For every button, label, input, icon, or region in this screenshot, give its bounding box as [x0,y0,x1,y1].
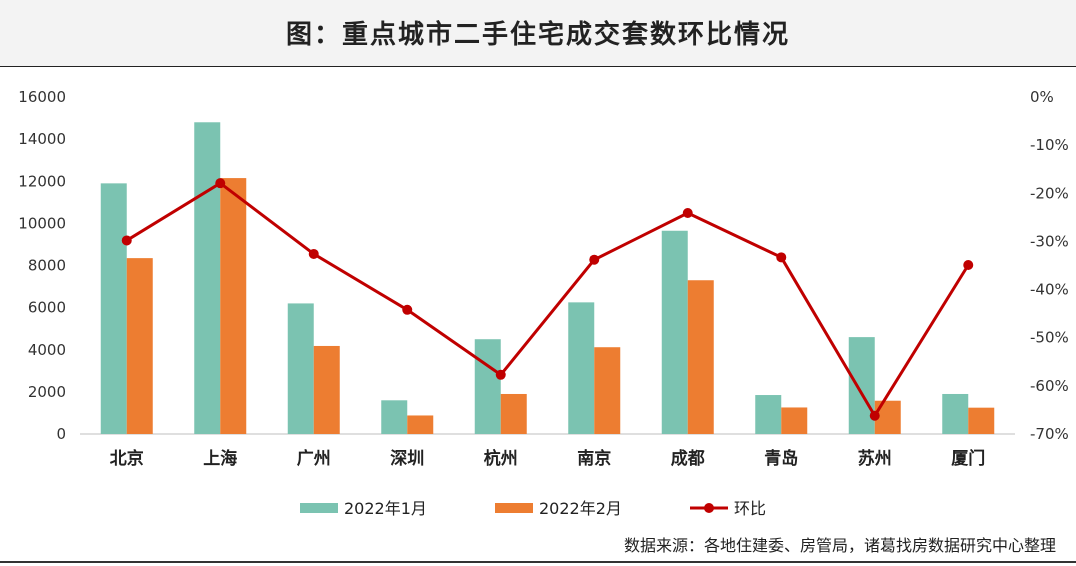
legend-marker [704,503,714,513]
bar-jan-4 [474,339,501,434]
left-tick-label: 6000 [28,299,66,317]
mom-point-7 [776,252,787,263]
bar-feb-6 [687,280,714,434]
left-tick-label: 10000 [18,214,66,232]
left-tick-label: 2000 [28,383,66,401]
bar-feb-2 [313,345,340,434]
bar-jan-9 [942,393,969,434]
bar-feb-0 [126,258,153,434]
legend-label-2: 环比 [734,499,766,518]
bar-group [100,122,995,435]
bar-feb-4 [500,393,527,434]
bar-jan-5 [568,302,595,434]
mom-point-4 [495,369,506,380]
left-tick-label: 14000 [18,130,66,148]
bar-jan-3 [381,400,408,434]
mom-point-0 [121,235,132,246]
legend-swatch-0 [300,503,338,513]
legend: 2022年1月 2022年2月 环比 [300,499,766,518]
chart-title: 图：重点城市二手住宅成交套数环比情况 [285,20,790,50]
bar-jan-6 [661,230,688,434]
category-label: 广州 [297,448,331,469]
right-axis-ticks: 0% -10% -20% -30% -40% -50% -60% -70% [1030,88,1069,443]
bar-jan-8 [848,337,875,434]
right-tick-label: -40% [1030,281,1069,299]
category-labels: 北京 上海 广州 深圳 杭州 南京 成都 青岛 苏州 厦门 [110,448,986,469]
left-tick-label: 16000 [18,88,66,106]
mom-point-8 [869,410,880,421]
category-label: 苏州 [858,448,892,469]
mom-point-2 [308,248,319,259]
right-tick-label: -10% [1030,136,1069,154]
bar-jan-2 [287,303,314,434]
category-label: 青岛 [764,448,798,469]
right-tick-label: -20% [1030,184,1069,202]
mom-point-3 [402,304,413,315]
bar-jan-0 [100,183,127,434]
mom-point-9 [963,260,974,271]
legend-swatch-1 [495,503,533,513]
category-label: 厦门 [951,448,985,469]
category-label: 北京 [110,448,144,469]
bar-feb-7 [781,407,808,434]
left-axis-ticks: 16000 14000 12000 10000 8000 6000 4000 2000 0 [18,88,66,443]
category-label: 上海 [203,448,237,469]
mom-line [125,181,970,418]
left-tick-label: 8000 [28,257,66,275]
bar-jan-1 [194,122,221,435]
bar-jan-7 [755,395,782,434]
left-tick-label: 12000 [18,172,66,190]
left-tick-label: 0 [56,425,66,443]
category-label: 深圳 [390,448,424,469]
category-label: 成都 [671,448,705,469]
bar-feb-9 [968,407,995,434]
line-series-group [121,178,974,421]
bar-feb-5 [594,347,621,434]
legend-label-0: 2022年1月 [344,499,427,518]
category-label: 南京 [577,448,611,469]
bottom-rule [0,561,1076,563]
right-tick-label: 0% [1030,88,1054,106]
right-tick-label: -60% [1030,377,1069,395]
legend-label-1: 2022年2月 [539,499,622,518]
bar-feb-1 [220,178,247,434]
right-tick-label: -30% [1030,232,1069,250]
source-note: 数据来源：各地住建委、房管局，诸葛找房数据研究中心整理 [623,536,1056,555]
left-tick-label: 4000 [28,341,66,359]
title-band [0,0,1076,67]
right-tick-label: -70% [1030,425,1069,443]
mom-point-5 [589,254,600,265]
bar-feb-3 [407,415,434,434]
mom-point-6 [682,208,693,219]
mom-point-1 [215,178,226,189]
category-label: 杭州 [484,448,518,469]
right-tick-label: -50% [1030,329,1069,347]
